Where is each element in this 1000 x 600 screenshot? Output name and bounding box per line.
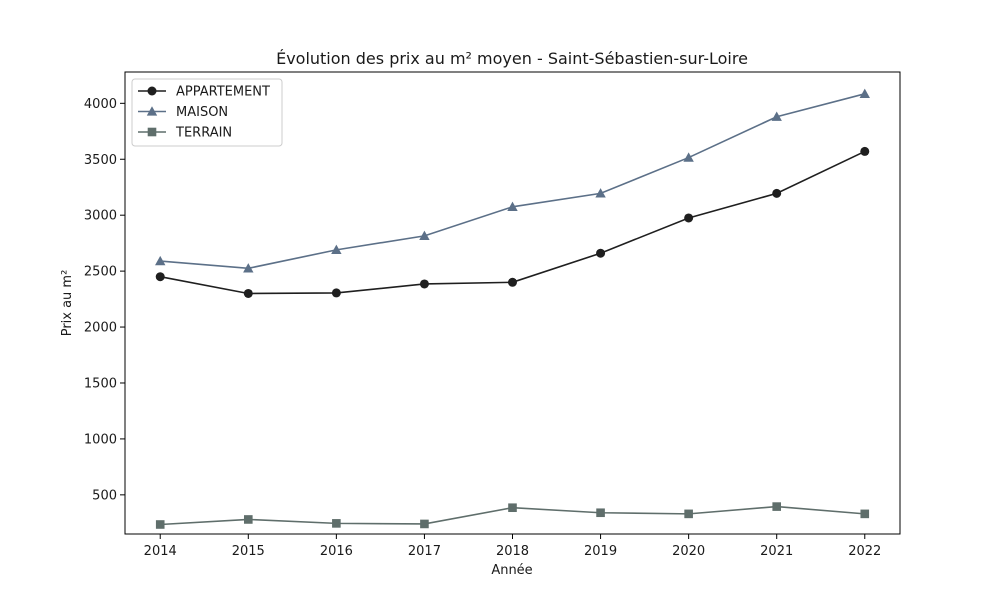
x-tick-label: 2015 [232,544,265,559]
data-point [508,277,517,287]
x-tick-label: 2021 [760,544,793,559]
x-tick-label: 2020 [672,544,705,559]
data-point [860,509,870,519]
y-tick-label: 500 [92,488,117,503]
data-point [419,230,430,241]
y-tick-label: 1500 [84,376,117,391]
data-point [331,288,341,298]
data-point [420,519,429,529]
legend-box [131,78,283,147]
y-tick-label: 2500 [84,265,117,280]
data-point [596,248,606,258]
data-point [243,288,253,298]
data-point [332,519,341,528]
series-appartement [155,146,870,298]
series-layer [155,88,870,529]
y-axis: 500 1000 1500 2000 2500 3000 3500 4000 [84,97,125,503]
x-tick-label: 2014 [144,544,177,559]
x-tick-label: 2018 [496,544,529,559]
data-point [860,146,870,156]
data-point [419,279,429,289]
data-point [684,509,693,519]
data-point [771,111,782,121]
series-line [160,150,866,295]
data-point [772,502,782,511]
x-tick-label: 2017 [408,544,441,559]
legend-marker [146,106,158,116]
data-point [155,272,165,282]
data-point [595,188,606,198]
data-point [508,503,517,513]
legend-marker [147,127,157,137]
data-point [155,520,165,529]
chart-title: Évolution des prix au m² moyen - Saint-S… [276,49,748,68]
legend-item: MAISON [138,105,228,120]
y-tick-label: 3500 [84,153,117,168]
x-axis: 2014 2015 2016 2017 2018 2019 2020 2021 2022 [144,534,881,559]
data-point [772,188,782,198]
legend-marker [147,86,157,96]
data-point [683,152,694,162]
data-point [155,255,166,266]
data-point [507,201,518,211]
legend-label: MAISON [176,105,228,120]
data-point [243,515,253,524]
legend-label: TERRAIN [175,126,232,141]
y-tick-label: 4000 [84,97,117,112]
legend-label: APPARTEMENT [176,85,270,100]
x-axis-label: Année [491,563,532,578]
legend: APPARTEMENT MAISON TERRAIN [131,78,283,147]
data-point [684,213,694,223]
x-tick-label: 2016 [320,544,353,559]
series-maison [155,88,870,273]
series-terrain [155,502,870,529]
y-tick-label: 3000 [84,209,117,224]
y-tick-label: 1000 [84,432,117,447]
data-point [331,244,342,255]
legend-item: APPARTEMENT [138,85,270,100]
y-axis-label: Prix au m² [60,270,75,337]
x-tick-label: 2019 [584,544,617,559]
data-point [243,263,254,273]
data-point [859,88,870,98]
x-tick-label: 2022 [848,544,881,559]
y-tick-label: 2000 [84,321,117,336]
data-point [596,508,605,518]
legend-item: TERRAIN [138,126,232,141]
